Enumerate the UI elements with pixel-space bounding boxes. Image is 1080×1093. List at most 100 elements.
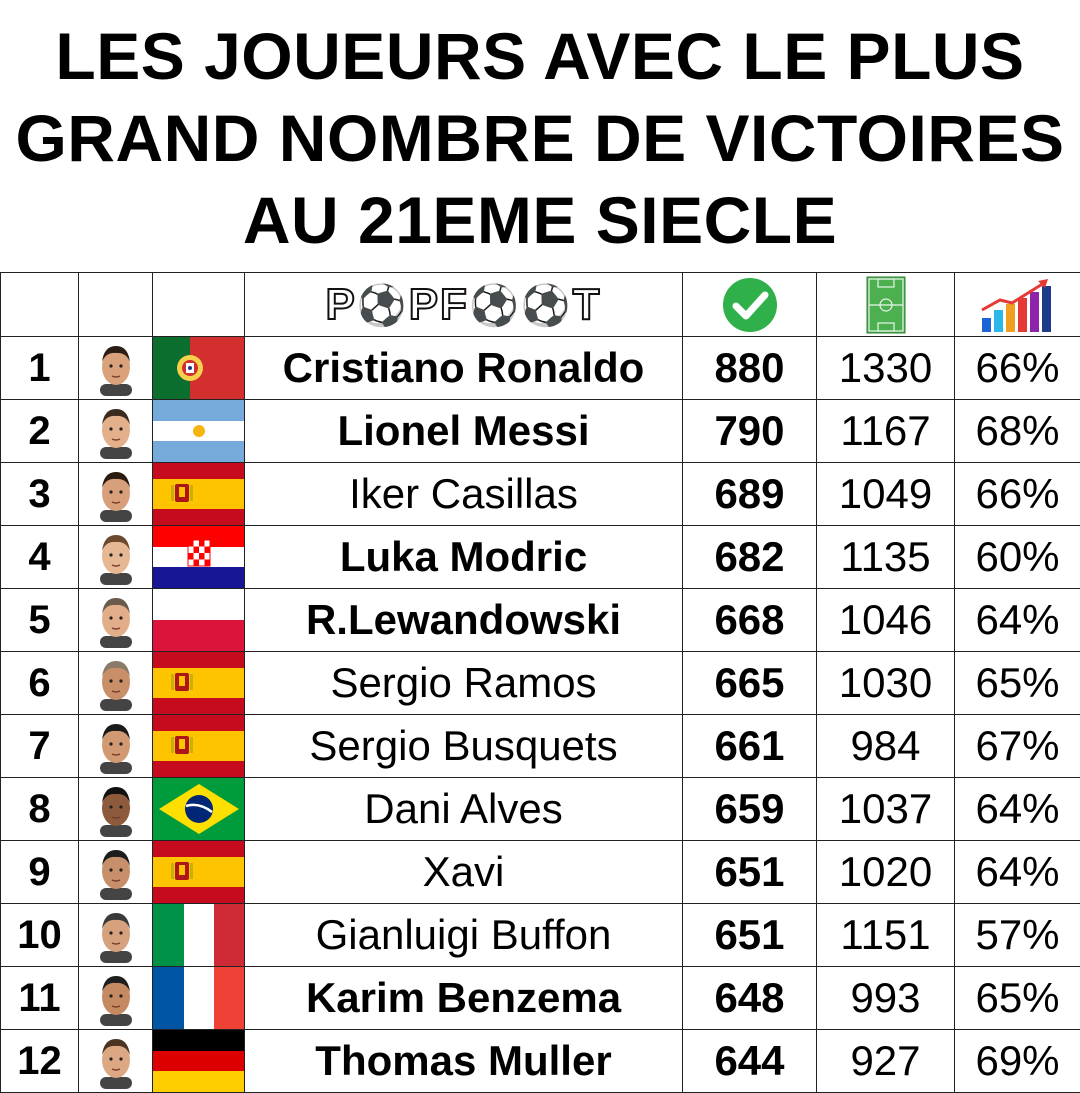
rank-cell: 11: [1, 967, 79, 1030]
player-name: Iker Casillas: [349, 470, 578, 517]
rank-value: 9: [28, 850, 50, 894]
player-name-cell: Dani Alves: [245, 778, 683, 841]
player-name-cell: Thomas Muller: [245, 1030, 683, 1093]
wins-value: 648: [714, 974, 784, 1021]
flag-cell: [153, 1030, 245, 1093]
photo-cell: [79, 400, 153, 463]
title-line-2: GRAND NOMBRE DE VICTOIRES: [15, 97, 1064, 179]
player-name-cell: Sergio Ramos: [245, 652, 683, 715]
wins-value: 682: [714, 533, 784, 580]
player-avatar: [79, 907, 152, 963]
wins-value: 661: [714, 722, 784, 769]
table-row: 4 Luka Modric 682 1135 60%: [1, 526, 1080, 589]
player-name-cell: Lionel Messi: [245, 400, 683, 463]
flag-cell: [153, 841, 245, 904]
table-row: 6 Sergio Ramos 665 1030 65%: [1, 652, 1080, 715]
flag-cell: [153, 589, 245, 652]
rank-cell: 12: [1, 1030, 79, 1093]
player-name: Sergio Ramos: [330, 659, 596, 706]
percentage-cell: 67%: [955, 715, 1080, 778]
wins-cell: 790: [683, 400, 817, 463]
player-name-cell: R.Lewandowski: [245, 589, 683, 652]
player-name-cell: Gianluigi Buffon: [245, 904, 683, 967]
percentage-value: 66%: [975, 344, 1059, 391]
percentage-cell: 66%: [955, 337, 1080, 400]
matches-value: 1135: [840, 533, 930, 580]
player-name: Lionel Messi: [337, 407, 589, 454]
brazil-flag-icon: [153, 778, 244, 840]
table-header-row: P⚽PF⚽⚽T: [1, 273, 1080, 337]
football-icon: ⚽: [521, 284, 573, 328]
photo-cell: [79, 904, 153, 967]
matches-cell: 993: [817, 967, 955, 1030]
football-icon: ⚽: [469, 284, 521, 328]
wins-cell: 665: [683, 652, 817, 715]
table-row: 11 Karim Benzema 648 993 65%: [1, 967, 1080, 1030]
matches-value: 927: [850, 1037, 920, 1084]
percentage-cell: 68%: [955, 400, 1080, 463]
matches-value: 1330: [839, 344, 932, 391]
wins-cell: 661: [683, 715, 817, 778]
rank-value: 7: [28, 724, 50, 768]
matches-value: 1167: [840, 407, 930, 454]
player-avatar: [79, 718, 152, 774]
checkmark-icon: [721, 276, 779, 334]
argentina-flag-icon: [153, 400, 244, 462]
wins-value: 790: [714, 407, 784, 454]
player-name-cell: Xavi: [245, 841, 683, 904]
player-name-cell: Sergio Busquets: [245, 715, 683, 778]
flag-cell: [153, 778, 245, 841]
photo-cell: [79, 463, 153, 526]
photo-cell: [79, 967, 153, 1030]
photo-cell: [79, 337, 153, 400]
player-name: Sergio Busquets: [309, 722, 617, 769]
matches-value: 1049: [839, 470, 932, 517]
rank-value: 8: [28, 787, 50, 831]
rank-value: 5: [28, 598, 50, 642]
percentage-cell: 69%: [955, 1030, 1080, 1093]
player-avatar: [79, 592, 152, 648]
percentage-cell: 57%: [955, 904, 1080, 967]
logo-text-mid: PF: [409, 280, 469, 329]
percentage-cell: 60%: [955, 526, 1080, 589]
rank-value: 2: [28, 409, 50, 453]
player-avatar: [79, 655, 152, 711]
player-name-cell: Luka Modric: [245, 526, 683, 589]
player-avatar: [79, 970, 152, 1026]
matches-value: 1020: [839, 848, 932, 895]
player-avatar: [79, 403, 152, 459]
wins-value: 880: [714, 344, 784, 391]
matches-value: 1046: [839, 596, 932, 643]
wins-cell: 644: [683, 1030, 817, 1093]
player-name-cell: Karim Benzema: [245, 967, 683, 1030]
rank-cell: 8: [1, 778, 79, 841]
football-icon: ⚽: [357, 284, 409, 328]
photo-cell: [79, 841, 153, 904]
header-rank-cell: [1, 273, 79, 337]
matches-value: 1151: [840, 911, 930, 958]
matches-cell: 1046: [817, 589, 955, 652]
rank-value: 12: [17, 1039, 62, 1083]
matches-value: 1030: [839, 659, 932, 706]
rank-cell: 9: [1, 841, 79, 904]
rank-cell: 4: [1, 526, 79, 589]
rank-cell: 5: [1, 589, 79, 652]
flag-cell: [153, 652, 245, 715]
player-avatar: [79, 340, 152, 396]
spain-flag-icon: [153, 652, 244, 714]
matches-cell: 1330: [817, 337, 955, 400]
player-avatar: [79, 529, 152, 585]
header-wins-cell: [683, 273, 817, 337]
title-line-3: AU 21EME SIECLE: [243, 179, 837, 261]
logo-text-right: T: [573, 280, 602, 329]
percentage-value: 65%: [975, 974, 1059, 1021]
france-flag-icon: [153, 967, 244, 1029]
percentage-value: 64%: [975, 848, 1059, 895]
wins-cell: 651: [683, 904, 817, 967]
wins-cell: 880: [683, 337, 817, 400]
header-photo-cell: [79, 273, 153, 337]
matches-cell: 1049: [817, 463, 955, 526]
table-row: 12 Thomas Muller 644 927 69%: [1, 1030, 1080, 1093]
wins-value: 651: [714, 848, 784, 895]
popfoot-logo: P⚽PF⚽⚽T: [326, 280, 602, 329]
